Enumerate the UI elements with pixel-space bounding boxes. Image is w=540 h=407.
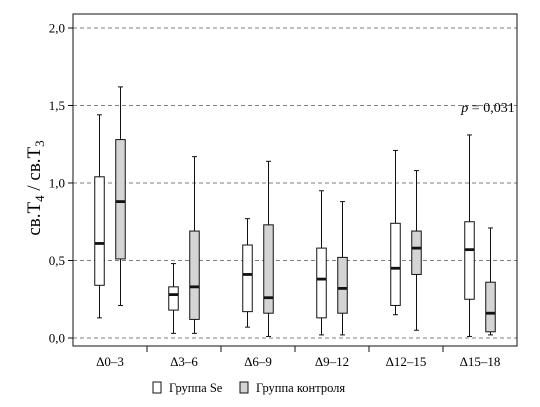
box-iqr bbox=[94, 176, 105, 286]
box-series bbox=[94, 86, 496, 337]
x-tick-label: Δ15–18 bbox=[460, 354, 501, 369]
box-iqr bbox=[464, 221, 475, 300]
grid-lines bbox=[73, 27, 517, 339]
y-tick-label: 2,0 bbox=[49, 21, 65, 36]
y-axis-label-part: св.T bbox=[24, 202, 45, 236]
y-axis-label-part: 4 bbox=[32, 195, 47, 202]
box-control bbox=[485, 227, 496, 336]
y-axis-label: св.T4 / св.T3 bbox=[24, 140, 47, 235]
y-axis-label-part: 3 bbox=[32, 140, 47, 147]
legend-label: Группа Se bbox=[169, 381, 223, 395]
tick-labels: 0,0 0,5 1,0 1,5 2,0 Δ0–3 Δ3–6 Δ6–9 Δ9–12 Δ12–15 Δ1… bbox=[49, 21, 501, 370]
box-se bbox=[168, 263, 179, 334]
box-iqr bbox=[390, 222, 401, 306]
y-tick-label: 1,5 bbox=[49, 98, 65, 113]
box-iqr bbox=[337, 256, 348, 314]
annotation-value: = 0,031 bbox=[468, 101, 514, 116]
box-iqr bbox=[263, 224, 274, 314]
p-value-annotation: p = 0,031 bbox=[460, 101, 514, 116]
legend-label: Группа контроля bbox=[256, 381, 345, 395]
y-axis-label-part: / св.T bbox=[24, 146, 45, 195]
legend: Группа Se Группа контроля bbox=[152, 381, 345, 395]
y-tick-label: 1,0 bbox=[49, 176, 65, 191]
box-iqr bbox=[485, 281, 496, 333]
box-se bbox=[464, 134, 475, 337]
box-iqr bbox=[115, 139, 126, 260]
box-iqr bbox=[168, 286, 179, 311]
annotation-p: p bbox=[460, 101, 468, 116]
x-tick-label: Δ12–15 bbox=[386, 354, 427, 369]
box-control bbox=[189, 156, 200, 334]
x-tick-label: Δ3–6 bbox=[170, 354, 198, 369]
box-se bbox=[316, 190, 327, 336]
box-control bbox=[115, 86, 126, 306]
box-iqr bbox=[189, 230, 200, 320]
box-se bbox=[390, 149, 401, 316]
box-iqr bbox=[316, 247, 327, 319]
x-tick-label: Δ9–12 bbox=[315, 354, 349, 369]
box-se bbox=[242, 218, 253, 328]
box-iqr bbox=[242, 244, 253, 313]
box-control bbox=[337, 201, 348, 336]
x-tick-label: Δ6–9 bbox=[244, 354, 272, 369]
x-tick-label: Δ0–3 bbox=[96, 354, 124, 369]
y-tick-label: 0,5 bbox=[49, 253, 65, 268]
legend-swatch bbox=[239, 381, 249, 394]
axes bbox=[68, 13, 518, 352]
y-tick-label: 0,0 bbox=[49, 331, 65, 346]
box-control bbox=[263, 160, 274, 337]
box-control bbox=[411, 170, 422, 331]
box-iqr bbox=[411, 230, 422, 275]
legend-swatch bbox=[152, 381, 162, 394]
box-se bbox=[94, 114, 105, 319]
plot-frame bbox=[72, 13, 518, 347]
